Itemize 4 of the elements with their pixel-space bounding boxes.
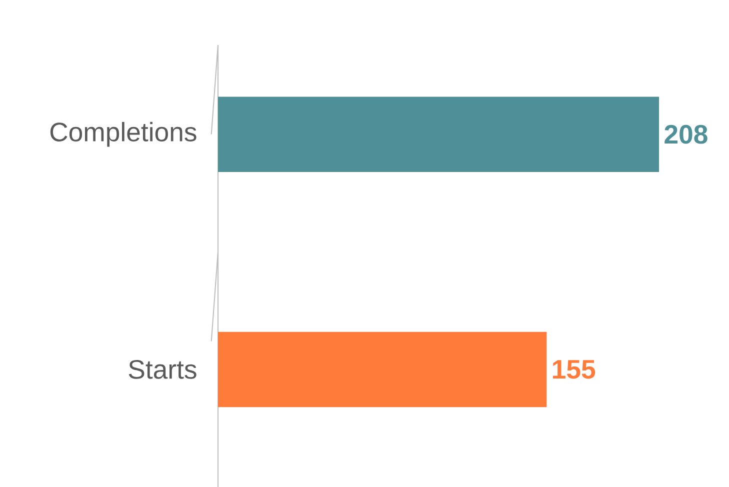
y-tick-label: Completions bbox=[50, 122, 196, 147]
data-label: 208 bbox=[664, 124, 708, 144]
y-tick-label: Starts bbox=[128, 360, 196, 379]
data-label: 155 bbox=[553, 360, 596, 379]
